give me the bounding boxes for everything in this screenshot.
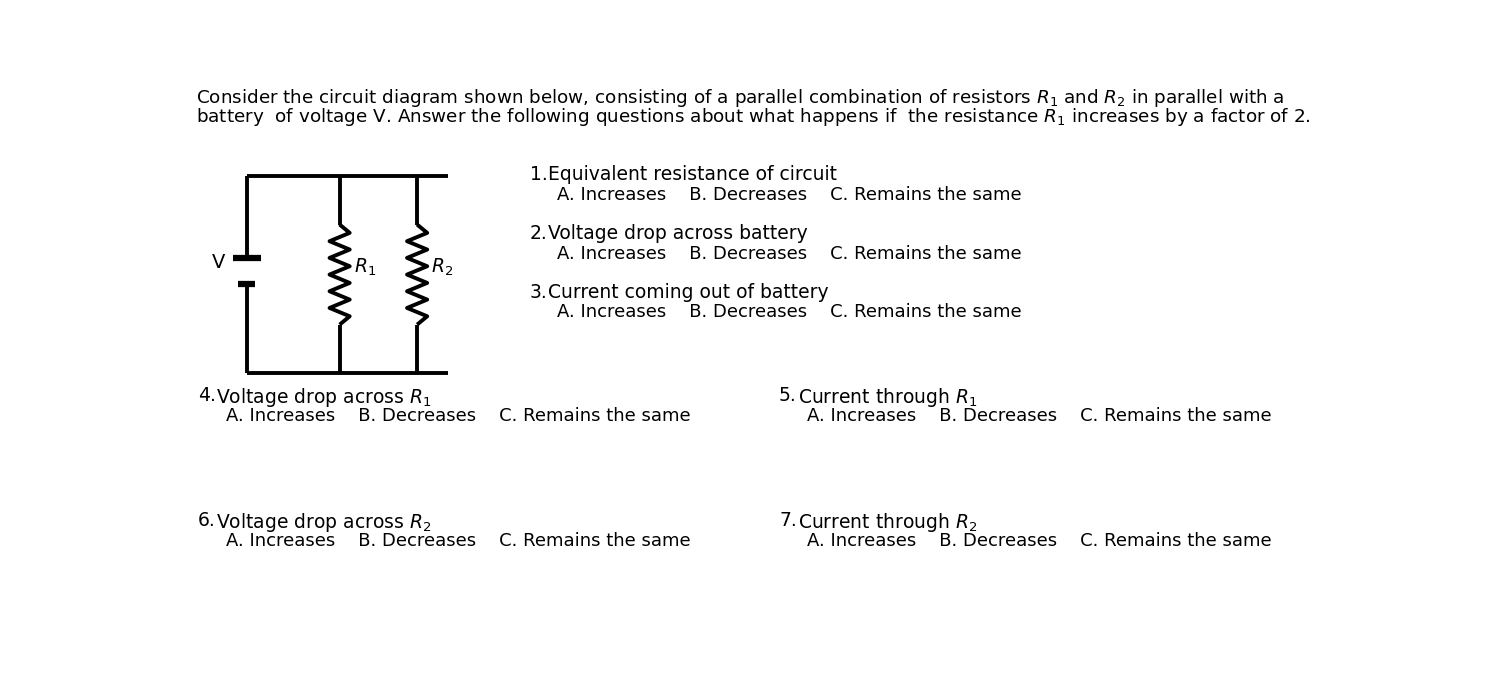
Text: 6.: 6. xyxy=(198,511,216,531)
Text: A. Increases    B. Decreases    C. Remains the same: A. Increases B. Decreases C. Remains the… xyxy=(558,304,1022,321)
Text: A. Increases    B. Decreases    C. Remains the same: A. Increases B. Decreases C. Remains the… xyxy=(807,532,1271,550)
Text: A. Increases    B. Decreases    C. Remains the same: A. Increases B. Decreases C. Remains the… xyxy=(807,407,1271,425)
Text: 2.: 2. xyxy=(529,224,547,243)
Text: $R_2$: $R_2$ xyxy=(431,256,454,277)
Text: V: V xyxy=(211,253,225,272)
Text: Consider the circuit diagram shown below, consisting of a parallel combination o: Consider the circuit diagram shown below… xyxy=(196,87,1285,109)
Text: Current through $R_1$: Current through $R_1$ xyxy=(798,386,977,409)
Text: Voltage drop across $R_1$: Voltage drop across $R_1$ xyxy=(217,386,431,409)
Text: 3.: 3. xyxy=(529,283,547,302)
Text: 5.: 5. xyxy=(780,386,796,405)
Text: 7.: 7. xyxy=(780,511,796,531)
Text: Current through $R_2$: Current through $R_2$ xyxy=(798,511,977,534)
Text: A. Increases    B. Decreases    C. Remains the same: A. Increases B. Decreases C. Remains the… xyxy=(226,532,691,550)
Text: Current coming out of battery: Current coming out of battery xyxy=(547,283,829,302)
Text: $R_1$: $R_1$ xyxy=(353,256,375,277)
Text: A. Increases    B. Decreases    C. Remains the same: A. Increases B. Decreases C. Remains the… xyxy=(558,186,1022,204)
Text: 4.: 4. xyxy=(198,386,216,405)
Text: Equivalent resistance of circuit: Equivalent resistance of circuit xyxy=(547,165,837,184)
Text: 1.: 1. xyxy=(529,165,547,184)
Text: A. Increases    B. Decreases    C. Remains the same: A. Increases B. Decreases C. Remains the… xyxy=(226,407,691,425)
Text: battery  of voltage V. Answer the following questions about what happens if  the: battery of voltage V. Answer the followi… xyxy=(196,106,1310,127)
Text: Voltage drop across $R_2$: Voltage drop across $R_2$ xyxy=(217,511,431,534)
Text: A. Increases    B. Decreases    C. Remains the same: A. Increases B. Decreases C. Remains the… xyxy=(558,245,1022,263)
Text: Voltage drop across battery: Voltage drop across battery xyxy=(547,224,808,243)
